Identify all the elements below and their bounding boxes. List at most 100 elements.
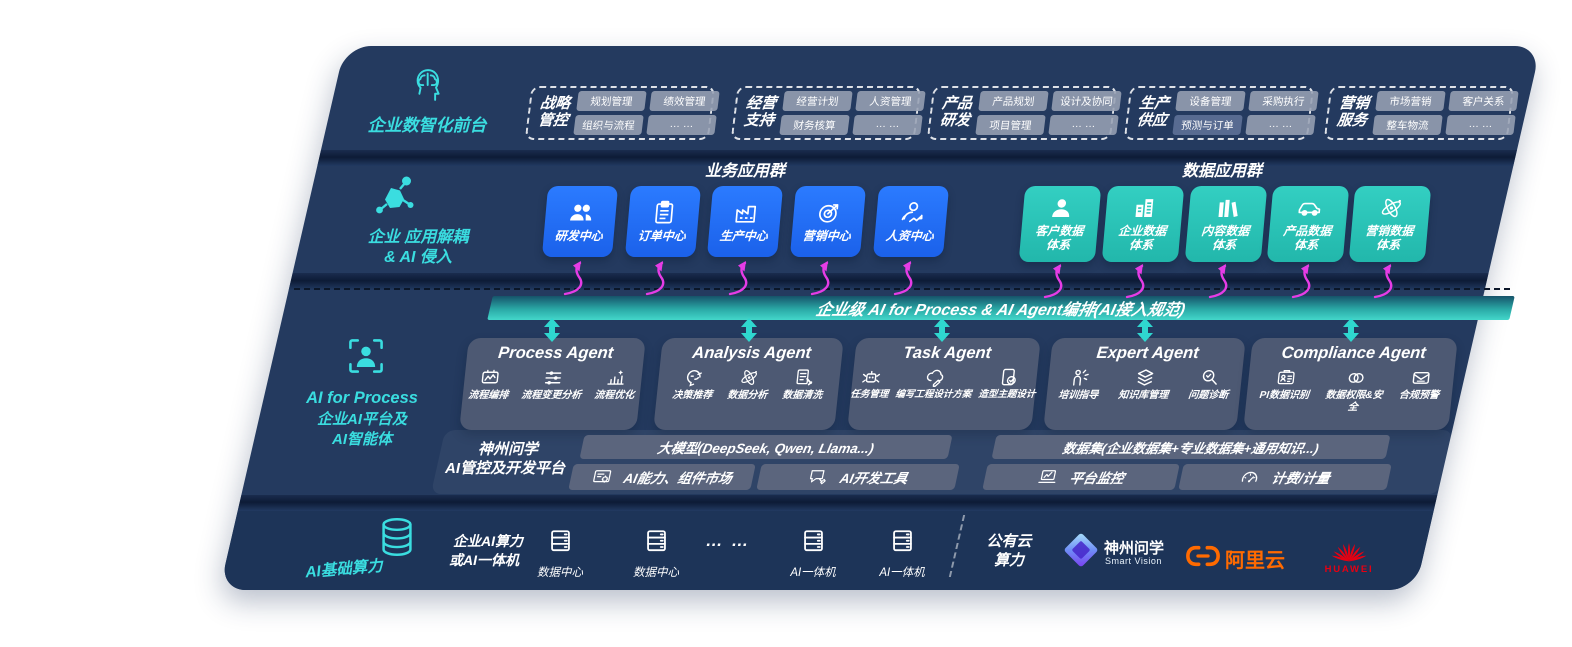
group-marketing-service: 营销 服务 市场营销 客户关系 整车物流 … … [1323, 86, 1519, 140]
agent-title: Task Agent [902, 344, 993, 362]
data-content-system: 内容数据 体系 [1184, 186, 1268, 262]
agent-card-process: Process Agent 流程编排 流程变更分析 流程优化 [459, 338, 646, 430]
target-icon [814, 199, 843, 226]
training-icon [1069, 367, 1092, 388]
gauge-icon [1238, 467, 1262, 487]
agent-item-label: 数据分析 [726, 390, 768, 401]
agent-title: Process Agent [497, 344, 615, 362]
badge: … … [1245, 115, 1316, 135]
ai-capability-market-bar: AI能力、组件市场 [568, 464, 756, 490]
node-label: AI一体机 [790, 567, 836, 579]
app-label: 生产中心 [719, 229, 769, 244]
data-label: 内容数据 体系 [1200, 224, 1250, 252]
sliders-icon [542, 367, 565, 388]
bar-label: 平台监控 [1068, 471, 1126, 486]
app-label: 研发中心 [554, 229, 604, 244]
agent-item-label: 数据权限&安全 [1324, 390, 1384, 413]
clipboard-icon [649, 199, 678, 226]
badge: 预测与订单 [1172, 115, 1243, 135]
data-label: 营销数据 体系 [1364, 224, 1414, 252]
badge: 客户关系 [1448, 91, 1519, 111]
badge: 采购执行 [1248, 91, 1319, 111]
agent-item-label: PI数据识别 [1258, 390, 1310, 401]
infra-note-line1: 企业AI算力 [453, 533, 523, 549]
badge: … … [1445, 115, 1516, 135]
agent-item: 任务管理 [850, 367, 892, 401]
agent-item-label: 流程变更分析 [520, 390, 582, 401]
ai-platform-label: 企业AI平台及 [316, 411, 407, 428]
agent-item-label: 合规预警 [1398, 390, 1440, 401]
aliyun-logo [1185, 543, 1221, 569]
data-marketing-system: 营销数据 体系 [1348, 186, 1432, 262]
badge: 市场营销 [1375, 91, 1446, 111]
diagnose-icon [1199, 367, 1222, 388]
agent-item: 合规预警 [1398, 367, 1442, 402]
car-icon [1295, 195, 1323, 221]
app-marketing-center: 营销中心 [789, 186, 867, 257]
node-label: AI一体机 [879, 567, 925, 579]
knowledge-layers-icon [1134, 367, 1157, 388]
agent-item: 培训指导 [1058, 367, 1102, 402]
agent-card-analysis: Analysis Agent 决策推荐 数据分析 数据清洗 [653, 338, 844, 430]
node-label: 数据中心 [633, 567, 679, 579]
shenzhou-wenxue-logo [1062, 531, 1100, 569]
orchestration-bar: 企业级 AI for Process & AI Agent编排(AI接入规范) [487, 296, 1515, 320]
agent-title: Compliance Agent [1280, 344, 1427, 362]
app-order-center: 订单中心 [624, 186, 702, 257]
group-title: 生产 供应 [1136, 95, 1171, 129]
agent-item: 造型主题设计 [978, 367, 1039, 401]
layer-divider-dashed-line [294, 288, 1510, 290]
brain-head-icon [408, 63, 450, 107]
band-separator [237, 495, 1438, 511]
data-label: 企业数据 体系 [1117, 224, 1167, 252]
billing-metering-bar: 计费/计量 [1178, 464, 1392, 490]
agent-item: 知识库管理 [1118, 367, 1172, 402]
flow-orchestration-icon [479, 367, 502, 388]
badge: 财务核算 [779, 115, 850, 135]
agent-item: 数据清洗 [782, 367, 826, 402]
agent-title: Expert Agent [1095, 344, 1200, 362]
server-icon [800, 527, 827, 554]
group-title: 营销 服务 [1336, 95, 1371, 129]
badge: 设计及协同 [1051, 91, 1122, 111]
app-label: 订单中心 [637, 229, 687, 244]
agent-card-expert: Expert Agent 培训指导 知识库管理 问题诊断 [1043, 338, 1246, 430]
monitor-icon [1036, 467, 1060, 487]
agent-item-label: 数据清洗 [781, 390, 823, 401]
atom-analytics-icon [738, 367, 761, 388]
id-card-icon [1275, 367, 1298, 388]
app-rd-center: 研发中心 [541, 186, 619, 257]
app-hr-center: 人资中心 [872, 186, 950, 257]
platform-name-label: AI管控及开发平台 [444, 460, 565, 477]
agent-item: 决策推荐 [672, 367, 716, 402]
building-icon [1130, 195, 1158, 221]
bar-label: AI能力、组件市场 [622, 471, 734, 486]
dev-tools-icon [806, 467, 830, 487]
ai-for-process-label: AI for Process [306, 389, 418, 407]
server-icon [889, 527, 916, 554]
molecule-icon [370, 170, 418, 220]
data-enterprise-system: 企业数据 体系 [1101, 186, 1185, 262]
huawei-logo [1328, 533, 1370, 563]
group-title: 产品 研发 [939, 95, 974, 129]
agent-item-label: 培训指导 [1057, 390, 1099, 401]
atom-icon [1377, 195, 1405, 221]
agent-item: 流程优化 [594, 367, 638, 402]
bar-label: 计费/计量 [1270, 471, 1332, 486]
tablet-check-icon [997, 367, 1020, 388]
llm-models-bar: 大模型(DeepSeek, Qwen, Llama...) [579, 435, 953, 459]
scan-person-icon [344, 334, 388, 378]
agent-item: 问题诊断 [1188, 367, 1232, 402]
agent-item-label: 造型主题设计 [977, 389, 1037, 400]
bar-label: AI开发工具 [838, 471, 910, 486]
agent-title: Analysis Agent [691, 344, 813, 362]
person-icon [1047, 195, 1075, 221]
ai-devtools-bar: AI开发工具 [756, 464, 960, 490]
platform-vendor-label: 神州问学 [477, 441, 538, 458]
vendor-huawei-name: HUAWEI [1324, 564, 1374, 575]
data-clean-icon [793, 367, 816, 388]
ai-agent-label: AI智能体 [331, 431, 392, 448]
decision-head-icon [683, 367, 706, 388]
badge: … … [646, 115, 717, 135]
